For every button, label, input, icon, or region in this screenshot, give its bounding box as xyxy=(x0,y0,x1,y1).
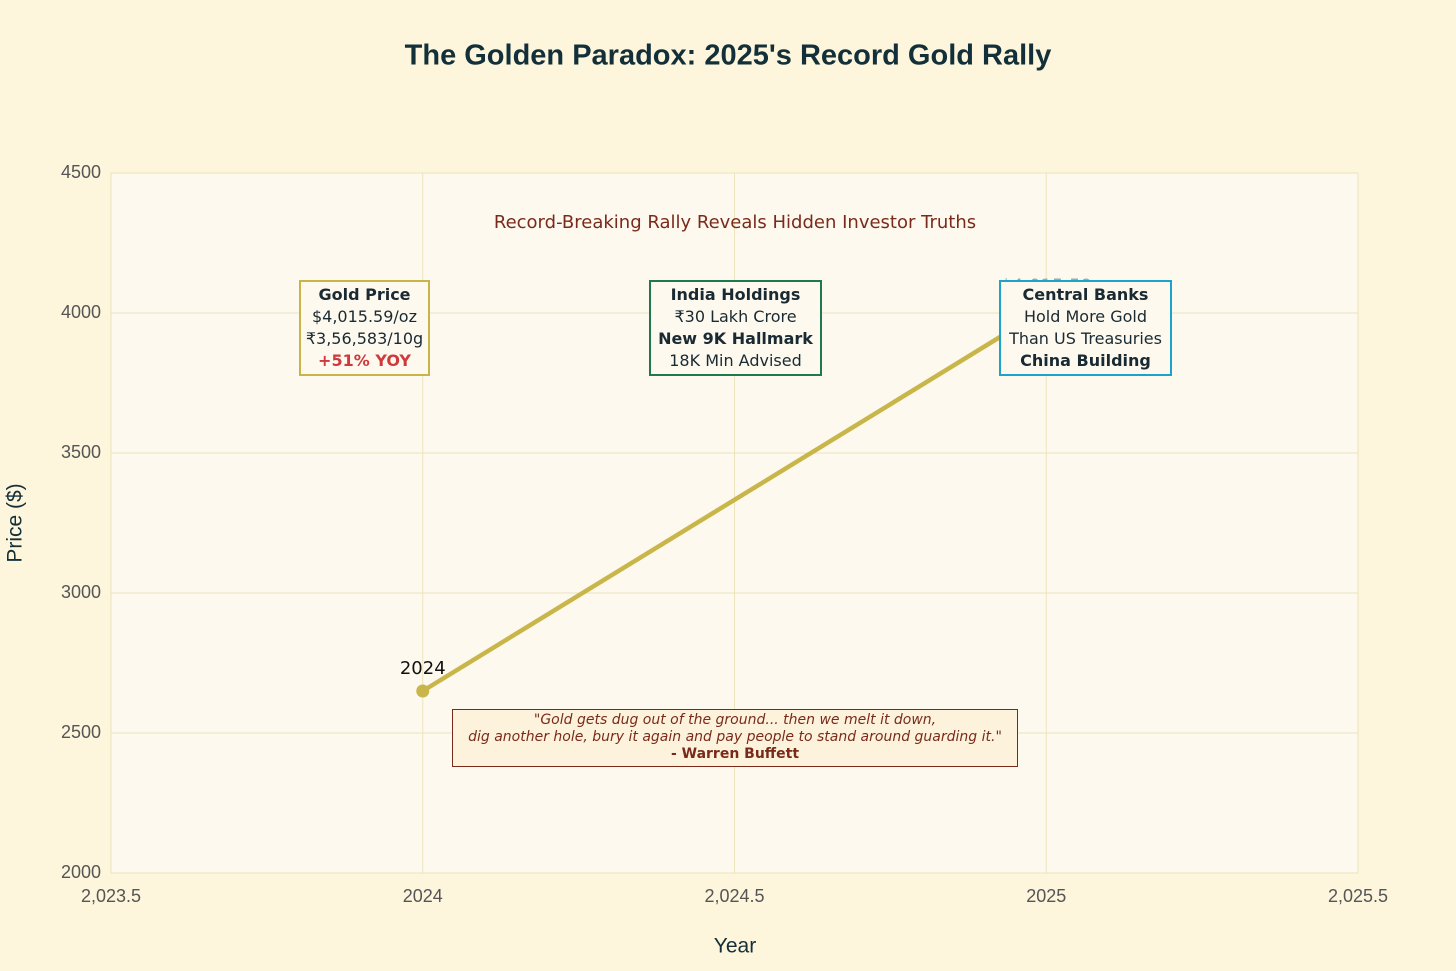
box-line: $4,015.59/oz xyxy=(311,307,417,326)
x-tick-label: 2,024.5 xyxy=(704,886,764,906)
box-line: Than US Treasuries xyxy=(1009,329,1162,348)
x-tick-label: 2025 xyxy=(1026,886,1066,906)
box-line: Central Banks xyxy=(1022,285,1149,304)
x-axis-title: Year xyxy=(714,935,756,958)
gold-price-box: Gold Price $4,015.59/oz ₹3,56,583/10g +5… xyxy=(299,280,430,376)
quote-line: "Gold gets dug out of the ground... then… xyxy=(533,712,937,728)
x-tick-label: 2,023.5 xyxy=(81,886,141,906)
box-line: Gold Price xyxy=(318,285,411,304)
y-tick-label: 3000 xyxy=(61,582,101,602)
box-line: 18K Min Advised xyxy=(669,351,802,370)
y-tick-label: 3500 xyxy=(61,442,101,462)
box-line: New 9K Hallmark xyxy=(658,329,813,348)
india-box: India Holdings ₹30 Lakh Crore New 9K Hal… xyxy=(649,280,822,376)
y-tick-label: 2000 xyxy=(61,862,101,882)
central-banks-box: Central Banks Hold More Gold Than US Tre… xyxy=(999,280,1172,376)
point-label: 2024 xyxy=(400,658,446,679)
x-tick-label: 2,025.5 xyxy=(1328,886,1388,906)
box-line: Hold More Gold xyxy=(1023,307,1148,326)
box-line: +51% YOY xyxy=(318,351,411,370)
y-axis-title: Price ($) xyxy=(4,483,27,562)
chart-title: The Golden Paradox: 2025's Record Gold R… xyxy=(405,40,1052,72)
box-line: ₹30 Lakh Crore xyxy=(674,307,797,326)
x-tick-label: 2024 xyxy=(403,886,443,906)
y-tick-label: 2500 xyxy=(61,722,101,742)
box-line: ₹3,56,583/10g xyxy=(305,329,424,348)
box-line: India Holdings xyxy=(670,285,801,304)
subtitle: Record-Breaking Rally Reveals Hidden Inv… xyxy=(494,212,976,233)
y-tick-label: 4500 xyxy=(61,162,101,182)
quote-box: "Gold gets dug out of the ground... then… xyxy=(452,709,1018,767)
box-line: China Building xyxy=(1020,351,1151,370)
quote-line: dig another hole, bury it again and pay … xyxy=(468,729,1002,745)
series-line xyxy=(421,306,1048,693)
quote-author: - Warren Buffett xyxy=(670,746,800,762)
point xyxy=(416,684,430,698)
y-tick-label: 4000 xyxy=(61,302,101,322)
